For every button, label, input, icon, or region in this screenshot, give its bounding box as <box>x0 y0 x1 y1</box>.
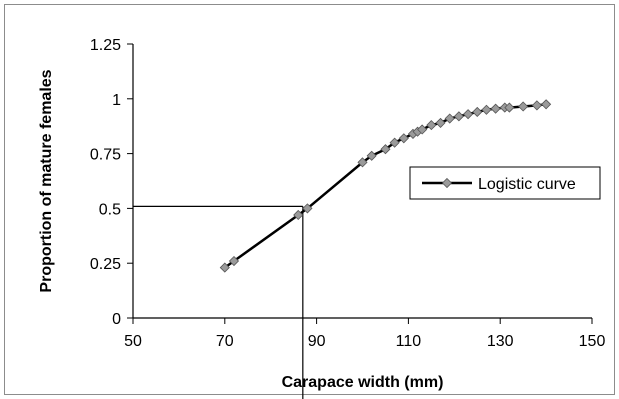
data-point <box>472 106 483 118</box>
data-point <box>435 117 446 128</box>
data-point <box>380 144 391 155</box>
data-point <box>366 150 377 161</box>
x-axis-title: Carapace width (mm) <box>282 374 444 391</box>
data-point <box>389 137 400 148</box>
y-tick-label: 1.25 <box>90 37 121 54</box>
y-tick-label: 1 <box>112 92 121 109</box>
x-tick-label: 70 <box>216 333 234 350</box>
data-point <box>228 255 240 267</box>
x-tick-label: 90 <box>308 333 326 350</box>
data-point <box>518 101 529 112</box>
x-tick-label: 150 <box>579 333 606 350</box>
legend: Logistic curve <box>409 166 601 200</box>
data-point <box>398 133 409 144</box>
data-point <box>219 262 230 273</box>
data-point <box>302 203 313 214</box>
axes: 0 0.25 0.5 0.75 1 1.25 50 70 90 110 130 150 <box>90 37 606 350</box>
legend-marker <box>441 177 453 189</box>
reference-lines <box>133 205 304 399</box>
y-tick-label: 0.25 <box>90 256 121 273</box>
data-point <box>504 102 515 113</box>
data-point <box>541 99 552 110</box>
data-point <box>463 109 474 120</box>
y-tick-label: 0.5 <box>99 201 121 218</box>
data-point <box>490 103 501 114</box>
x-tick-label: 110 <box>396 333 422 350</box>
y-tick-label: 0 <box>112 311 121 328</box>
x-tick-label: 130 <box>487 333 514 350</box>
data-point <box>293 209 304 221</box>
x-tick-label: 50 <box>124 333 142 350</box>
data-point <box>531 100 542 111</box>
plot-area <box>219 99 552 273</box>
y-tick-label: 0.75 <box>90 147 121 164</box>
data-point <box>426 120 437 131</box>
data-point <box>481 104 492 115</box>
y-axis-title: Proportion of mature females <box>38 69 55 292</box>
data-point <box>417 124 428 135</box>
legend-entry-label: Logistic curve <box>478 176 576 193</box>
data-point <box>444 113 455 124</box>
data-point <box>453 111 464 122</box>
data-point <box>357 157 368 168</box>
